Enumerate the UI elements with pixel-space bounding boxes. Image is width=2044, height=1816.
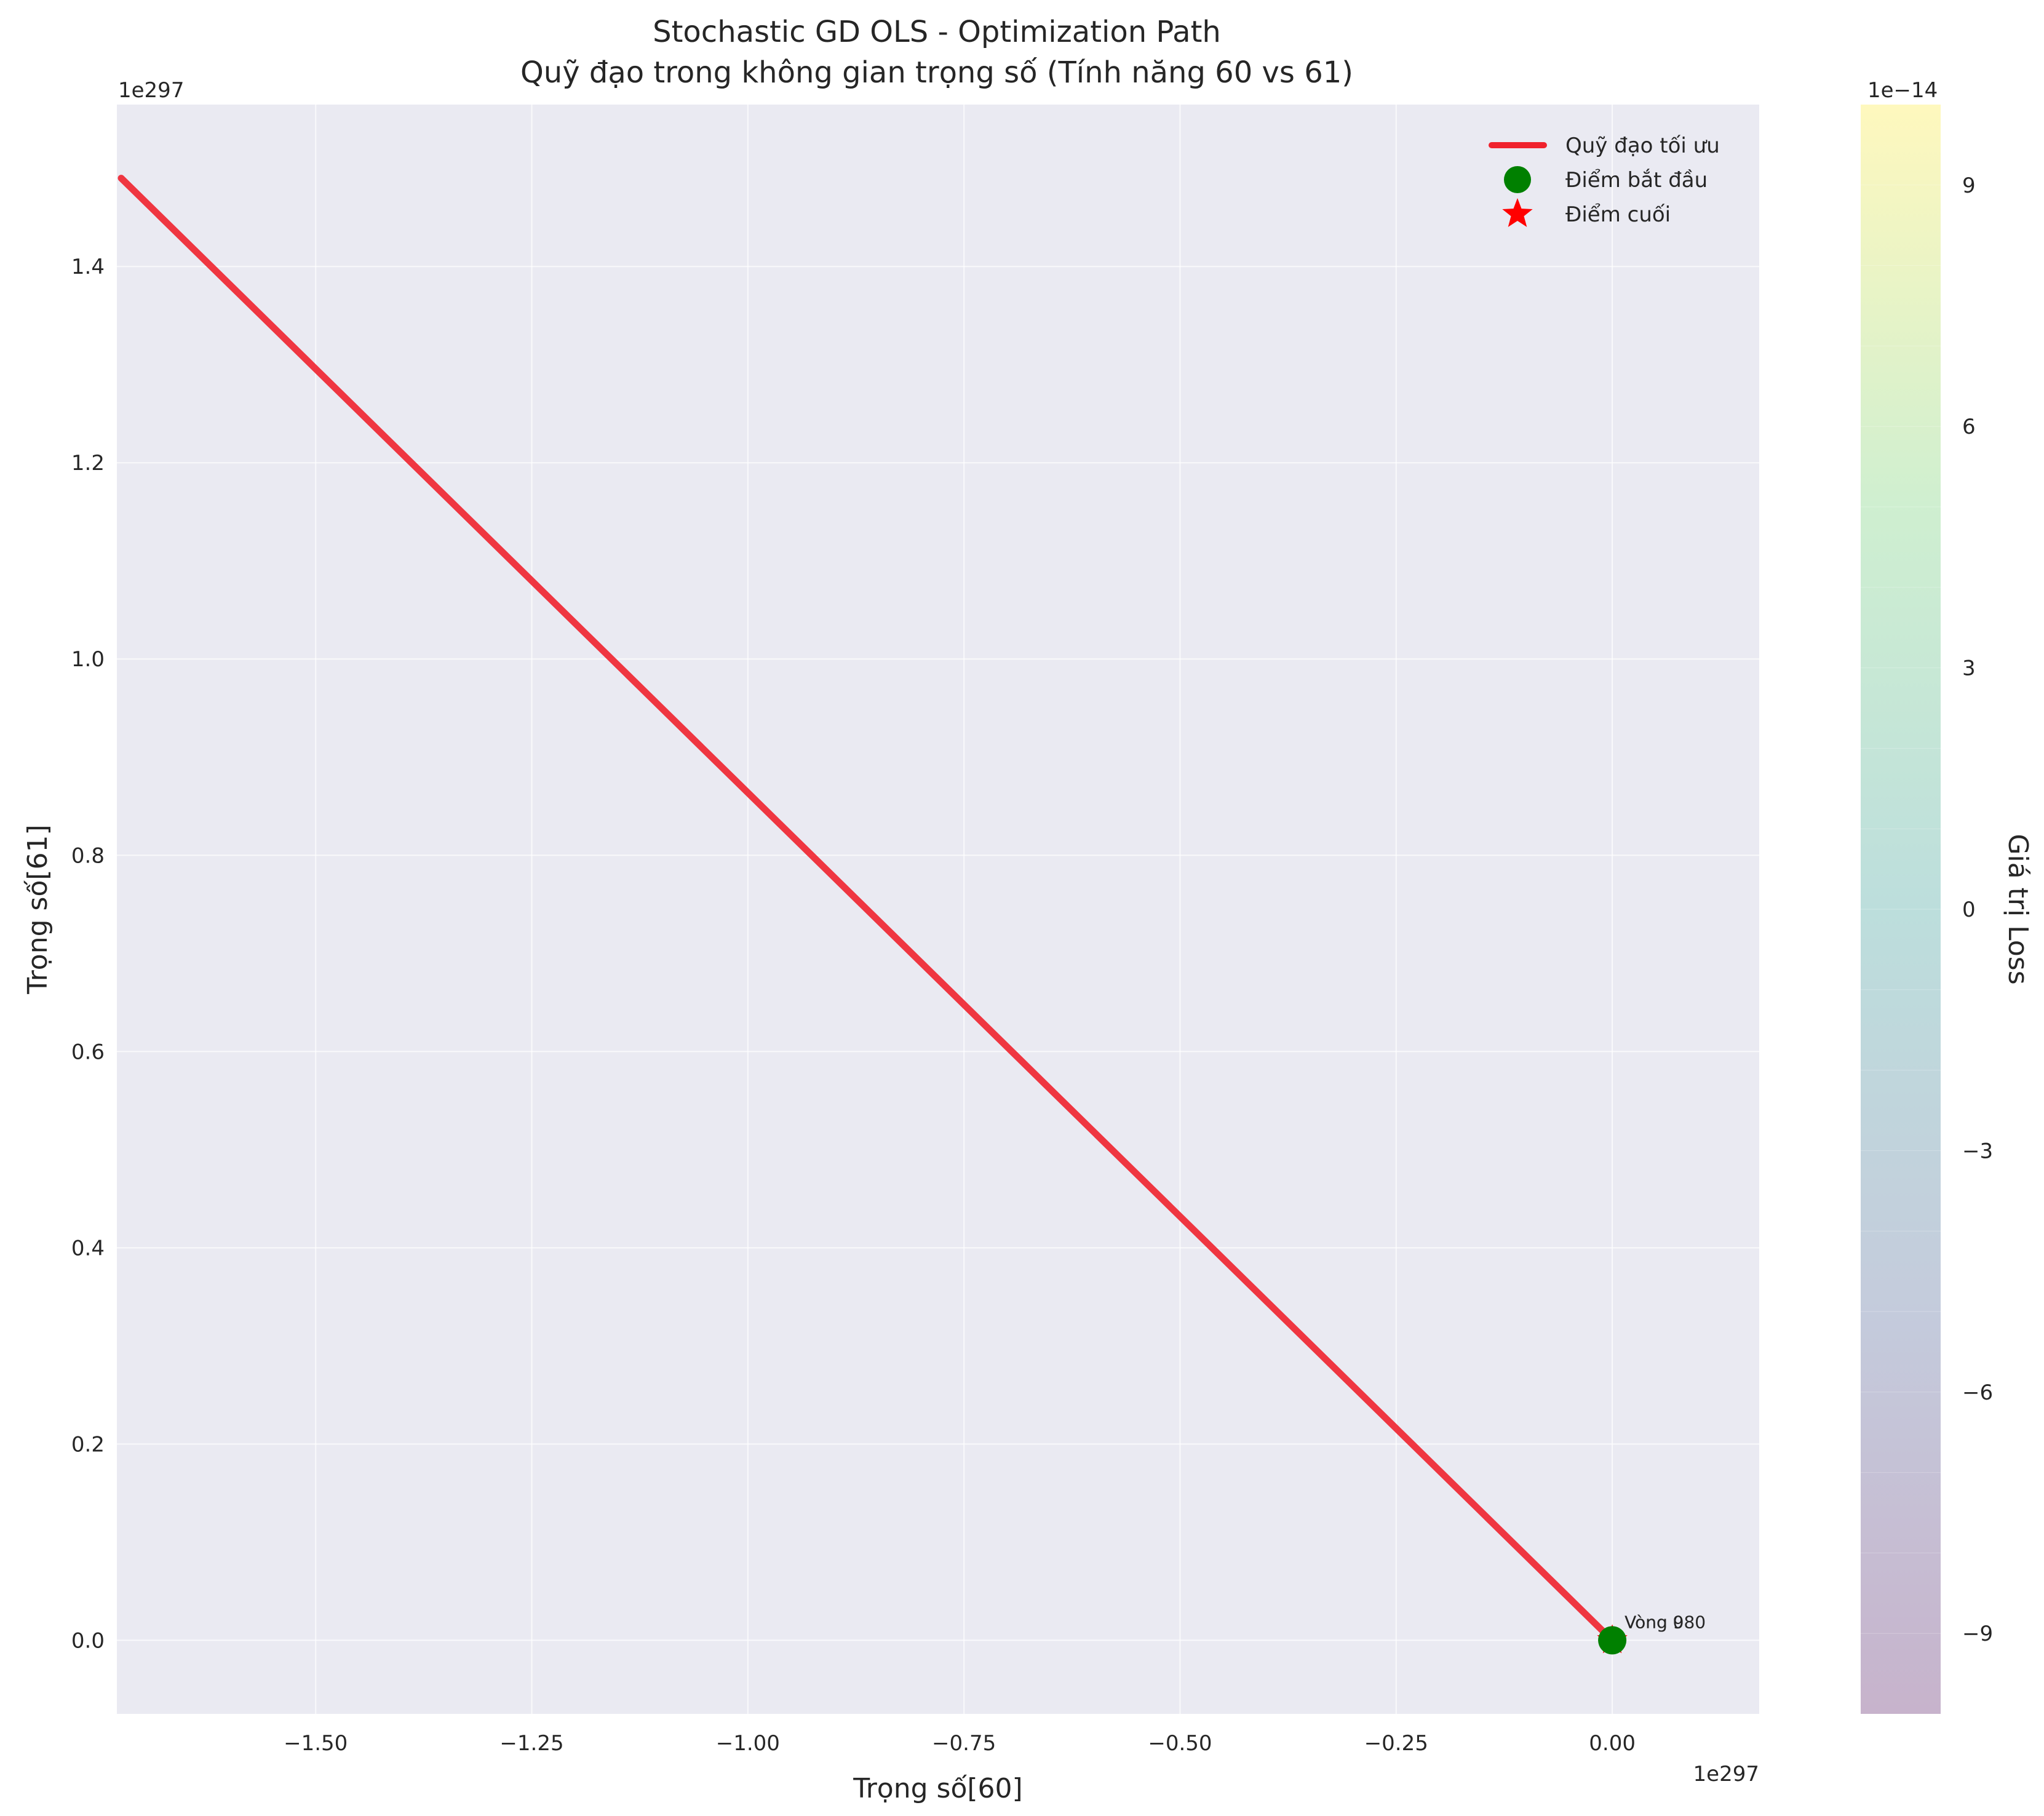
- colorbar-tick-label: −3: [1962, 1139, 1993, 1163]
- x-tick-label: −1.25: [499, 1731, 563, 1756]
- colorbar-ticks: −9 −6 −3 0 3 6 9: [1962, 173, 1993, 1646]
- colorbar-tick-label: 9: [1962, 173, 1976, 198]
- point-annotation: Vòng 0: [1624, 1612, 1684, 1632]
- colorbar-tick-label: 6: [1962, 415, 1976, 439]
- legend-end-marker: [1502, 198, 1533, 227]
- x-tick-label: 0.00: [1589, 1731, 1636, 1756]
- x-axis-label: Trọng số[60]: [853, 1773, 1022, 1804]
- colorbar-tick-label: −9: [1962, 1622, 1993, 1646]
- point-annotation: Vòng 980: [1624, 1612, 1706, 1632]
- y-tick-label: 0.2: [71, 1432, 105, 1457]
- colorbar-tick-label: 0: [1962, 898, 1976, 922]
- legend-label-path: Quỹ đạo tối ưu: [1565, 133, 1720, 158]
- y-tick-label: 1.2: [71, 451, 105, 476]
- y-tick-label: 0.8: [71, 843, 105, 868]
- legend-label-start: Điểm bắt đầu: [1565, 168, 1708, 193]
- colorbar-label: Giá trị Loss: [2002, 834, 2034, 984]
- y-tick-label: 1.0: [71, 647, 105, 672]
- x-tick-label: −1.50: [284, 1731, 348, 1756]
- x-tick-label: −1.00: [716, 1731, 780, 1756]
- y-tick-label: 0.6: [71, 1040, 105, 1064]
- y-tick-label: 0.4: [71, 1236, 105, 1260]
- grid: [117, 105, 1759, 1714]
- x-tick-label: −0.50: [1148, 1731, 1212, 1756]
- colorbar-tick-label: 3: [1962, 656, 1976, 681]
- y-offset-label: 1e297: [118, 78, 184, 103]
- legend-start-marker: [1504, 166, 1531, 193]
- x-offset-label: 1e297: [1693, 1762, 1759, 1786]
- colorbar-offset-label: 1e−14: [1867, 78, 1938, 103]
- y-tick-label: 0.0: [71, 1628, 105, 1653]
- chart-title-line2: Quỹ đạo trong không gian trọng số (Tính …: [520, 55, 1353, 90]
- y-tick-label: 1.4: [71, 255, 105, 279]
- plot-area: [117, 105, 1759, 1714]
- legend-label-end: Điểm cuối: [1565, 202, 1671, 227]
- colorbar: [1861, 105, 1941, 1714]
- x-tick-label: −0.25: [1364, 1731, 1428, 1756]
- colorbar-tick-label: −6: [1962, 1380, 1993, 1405]
- x-ticks: −1.50 −1.25 −1.00 −0.75 −0.50 −0.25 0.00: [284, 1731, 1636, 1756]
- y-ticks: 0.0 0.2 0.4 0.6 0.8 1.0 1.2 1.4: [71, 255, 105, 1653]
- colorbar-bands: [1861, 185, 1941, 1634]
- series-line-0: [117, 175, 1616, 1644]
- start-point-marker: [1598, 1626, 1627, 1655]
- x-tick-label: −0.75: [932, 1731, 996, 1756]
- legend: Quỹ đạo tối ưu Điểm bắt đầu Điểm cuối: [1489, 133, 1720, 227]
- chart-title-line1: Stochastic GD OLS - Optimization Path: [653, 15, 1221, 49]
- y-axis-label: Trọng số[61]: [22, 824, 54, 994]
